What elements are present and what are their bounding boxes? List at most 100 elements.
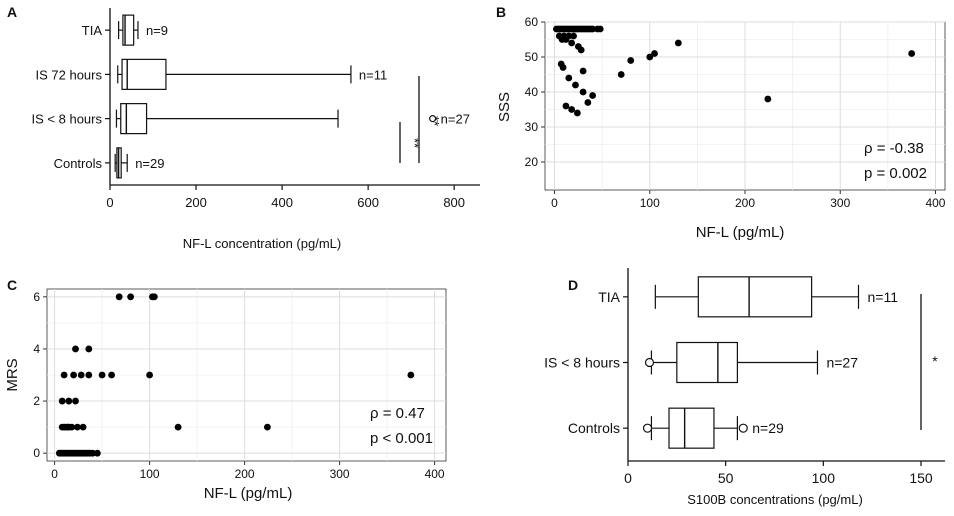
data-point (85, 371, 93, 379)
box-is-8-hours (120, 103, 148, 135)
data-point (577, 46, 585, 54)
y-tick-label-60: 60 (525, 15, 539, 29)
panel-b-x-label: NF-L (pg/mL) (696, 224, 785, 241)
data-point (589, 25, 597, 33)
panel-c-p-value: p < 0.001 (370, 430, 433, 447)
panel-a-significance-2: ** (427, 116, 442, 126)
panel-c-y-label: MRS (4, 358, 21, 391)
y-tick-label-4: 4 (33, 342, 40, 356)
panel-d-letter: D (568, 277, 578, 293)
y-tick-label-30: 30 (525, 120, 539, 134)
x-tick-label-150: 150 (909, 470, 933, 486)
y-tick-label-6: 6 (33, 290, 40, 304)
data-point (572, 81, 579, 89)
data-point (77, 371, 85, 379)
x-tick-label-0: 0 (51, 467, 58, 481)
data-point (93, 449, 101, 457)
panel-b-y-label: SSS (496, 92, 513, 122)
panel-b: B 0 100 200 300 400 20 30 40 50 60 NF-L (pg/mL) S… (496, 4, 946, 241)
x-tick-label-400: 400 (271, 195, 293, 210)
box-controls (668, 407, 715, 449)
panel-c-rho: ρ = 0.47 (370, 405, 425, 422)
data-point (70, 371, 77, 379)
data-point (108, 371, 115, 379)
data-point (584, 99, 592, 106)
data-point (79, 423, 87, 431)
y-tick-label-0: 0 (33, 446, 40, 460)
data-point (407, 371, 415, 379)
panel-d-x-label: S100B concentrations (pg/mL) (687, 492, 863, 507)
data-point (570, 32, 577, 40)
n-label-tia: n=9 (146, 23, 168, 38)
data-point (98, 371, 106, 379)
box-is-8-hours (676, 341, 738, 384)
panel-b-rho: ρ = -0.38 (864, 140, 924, 157)
data-point (146, 371, 154, 379)
data-point (115, 293, 123, 301)
x-tick-label-400: 400 (425, 467, 445, 481)
n-label-controls: n=29 (135, 156, 164, 171)
x-tick-label-800: 800 (443, 195, 465, 210)
data-point (565, 74, 573, 82)
data-point (568, 106, 576, 113)
data-point (58, 397, 66, 405)
x-tick-label-0: 0 (551, 196, 558, 210)
data-point (674, 39, 682, 47)
y-tick-label-controls: Controls (54, 156, 103, 171)
panel-a-x-label: NF-L concentration (pg/mL) (183, 236, 341, 251)
n-label-controls: n=29 (752, 420, 784, 436)
y-tick-label-is-8-hours: IS < 8 hours (544, 355, 620, 371)
data-point (60, 371, 68, 379)
x-tick-label-300: 300 (330, 467, 350, 481)
y-tick-label-controls: Controls (568, 420, 620, 436)
outlier-is-8-hours-0 (429, 115, 437, 123)
data-point (65, 397, 73, 405)
data-point (908, 50, 916, 57)
panel-d: D TIA n=11 IS < 8 hours n=27 Controls n=29 0 5… (544, 268, 945, 507)
n-label-is-8-hours: n=27 (441, 112, 470, 127)
data-point (85, 345, 93, 353)
outlier-controls-0 (642, 423, 653, 433)
y-tick-label-40: 40 (525, 85, 539, 99)
n-label-is-72-hours: n=11 (359, 67, 387, 82)
panel-d-significance: * (932, 353, 938, 369)
panel-a-letter: A (7, 4, 17, 20)
data-point (127, 293, 134, 301)
data-point (149, 293, 156, 301)
data-point (562, 36, 570, 43)
y-tick-label-tia: TIA (82, 23, 103, 38)
data-point (72, 345, 79, 353)
panel-c-letter: C (7, 277, 17, 293)
panel-a: A TIA n=9 IS 72 hours n=11 IS < 8 hours n=27 C… (7, 4, 480, 251)
y-tick-label-is-72-hours: IS 72 hours (36, 67, 103, 82)
y-tick-label-tia: TIA (598, 289, 620, 305)
box-is-72-hours (121, 58, 167, 90)
panel-c-x-label: NF-L (pg/mL) (204, 485, 293, 502)
data-point (562, 102, 570, 110)
data-point (68, 423, 76, 431)
panel-c: C 0 100 200 300 400 0 2 4 6 NF-L (pg/mL) MRS ρ =… (4, 277, 447, 502)
y-tick-label-50: 50 (525, 50, 539, 64)
data-point (74, 423, 81, 431)
panel-b-letter: B (496, 4, 506, 20)
y-tick-label-2: 2 (33, 394, 40, 408)
x-tick-label-100: 100 (640, 196, 660, 210)
panel-b-p-value: p = 0.002 (864, 165, 927, 182)
outlier-is-8-hours-0 (644, 357, 655, 368)
y-tick-label-is-8-hours: IS < 8 hours (32, 112, 103, 127)
outlier-controls-1 (738, 423, 748, 433)
data-point (627, 57, 635, 64)
box-tia (697, 276, 813, 318)
x-tick-label-400: 400 (925, 196, 945, 210)
x-tick-label-0: 0 (624, 470, 632, 486)
n-label-is-8-hours: n=27 (826, 355, 858, 371)
x-tick-label-200: 200 (185, 195, 207, 210)
panel-a-significance-1: ** (407, 138, 422, 148)
data-point (651, 50, 658, 57)
x-tick-label-600: 600 (357, 195, 379, 210)
x-tick-label-0: 0 (106, 195, 113, 210)
data-point (264, 423, 271, 431)
data-point (596, 25, 604, 33)
data-point (646, 53, 654, 61)
